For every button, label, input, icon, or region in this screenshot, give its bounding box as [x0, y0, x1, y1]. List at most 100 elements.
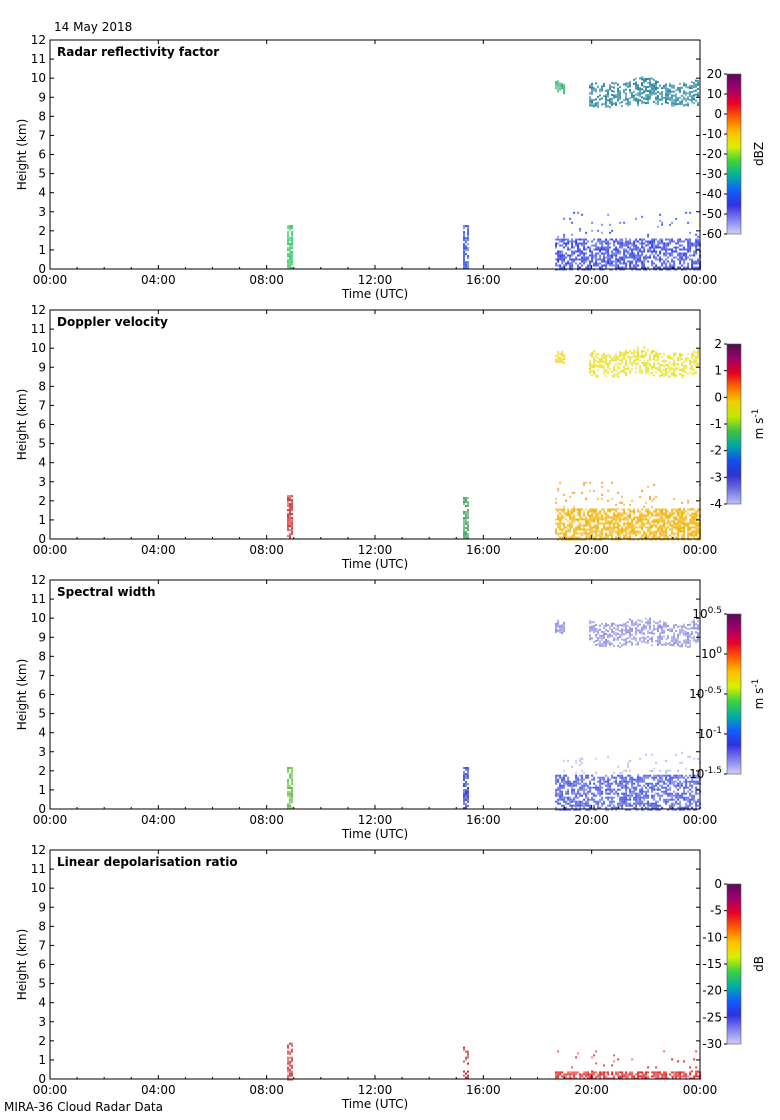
- y-tick-label: 12: [31, 303, 46, 317]
- y-axis-label: Height (km): [15, 119, 29, 190]
- x-tick-label: 12:00: [358, 273, 393, 287]
- x-tick-label: 08:00: [249, 1083, 284, 1097]
- echo-layer: [287, 1042, 702, 1081]
- echo-region: [555, 80, 566, 95]
- x-tick-label: 16:00: [466, 273, 501, 287]
- y-tick-label: 0: [38, 1072, 46, 1086]
- y-tick-label: 6: [38, 418, 46, 432]
- y-tick-label: 11: [31, 862, 46, 876]
- colorbar-tick-label: -10: [702, 930, 722, 944]
- panel-title: Linear depolarisation ratio: [57, 855, 238, 869]
- plot-frame: [49, 579, 701, 810]
- colorbar-tick-label: -20: [702, 147, 722, 161]
- x-tick-label: 12:00: [358, 1083, 393, 1097]
- x-tick-label: 20:00: [574, 273, 609, 287]
- y-tick-label: 10: [31, 341, 46, 355]
- colorbar-tick-label: -50: [702, 207, 722, 221]
- x-tick-label: 04:00: [141, 273, 176, 287]
- y-tick-label: 1: [38, 783, 46, 797]
- y-tick-label: 6: [38, 688, 46, 702]
- y-tick-label: 4: [38, 996, 46, 1010]
- y-tick-label: 9: [38, 90, 46, 104]
- echo-region: [563, 751, 702, 776]
- y-tick-label: 0: [38, 532, 46, 546]
- echo-layer: [287, 617, 702, 811]
- colorbar-label: dBZ: [752, 142, 766, 166]
- colorbar-tick-label: -4: [710, 497, 722, 511]
- date-label: 14 May 2018: [54, 20, 133, 34]
- y-tick-label: 3: [38, 1015, 46, 1029]
- colorbar-tick-label: 0: [714, 390, 722, 404]
- x-tick-label: 08:00: [249, 813, 284, 827]
- x-tick-label: 16:00: [466, 543, 501, 557]
- y-tick-label: 10: [31, 881, 46, 895]
- y-tick-label: 3: [38, 205, 46, 219]
- y-tick-label: 7: [38, 128, 46, 142]
- echo-region: [287, 495, 293, 540]
- echo-region: [287, 1042, 293, 1081]
- colorbar-tick-label: -3: [710, 470, 722, 484]
- colorbar-tick-label: -60: [702, 227, 722, 241]
- echo-region: [555, 774, 702, 811]
- x-tick-label: 04:00: [141, 1083, 176, 1097]
- x-tick-label: 12:00: [358, 813, 393, 827]
- echo-region: [287, 767, 293, 809]
- x-tick-label: 00:00: [683, 813, 718, 827]
- y-axis-label: Height (km): [15, 929, 29, 1000]
- colorbar-tick-label: 10-1: [698, 726, 722, 741]
- x-tick-label: 00:00: [683, 543, 718, 557]
- y-tick-label: 1: [38, 513, 46, 527]
- y-axis-label: Height (km): [15, 659, 29, 730]
- colorbar-tick-label: -30: [702, 1037, 722, 1051]
- y-tick-label: 5: [38, 437, 46, 451]
- y-tick-label: 3: [38, 745, 46, 759]
- x-tick-label: 08:00: [249, 273, 284, 287]
- x-tick-label: 12:00: [358, 543, 393, 557]
- echo-region: [555, 350, 566, 365]
- y-tick-label: 7: [38, 398, 46, 412]
- colorbar-tick-label: 10-0.5: [689, 686, 722, 701]
- x-tick-label: 04:00: [141, 813, 176, 827]
- plot-frame: [49, 39, 701, 270]
- echo-region: [463, 1046, 469, 1079]
- x-tick-label: 04:00: [141, 543, 176, 557]
- colorbar-tick-label: 2: [714, 337, 722, 351]
- colorbar-label: dB: [752, 956, 766, 972]
- y-tick-label: 12: [31, 33, 46, 47]
- x-tick-label: 16:00: [466, 1083, 501, 1097]
- colorbar-tick-label: -5: [710, 904, 722, 918]
- x-tick-label: 08:00: [249, 543, 284, 557]
- y-tick-label: 1: [38, 1053, 46, 1067]
- y-tick-label: 12: [31, 843, 46, 857]
- x-axis-label: Time (UTC): [341, 287, 408, 301]
- echo-region: [555, 481, 702, 510]
- y-tick-label: 5: [38, 707, 46, 721]
- colorbar-tick-label: 100: [701, 646, 722, 661]
- echo-region: [589, 346, 699, 379]
- colorbar: [726, 73, 742, 235]
- echo-region: [463, 225, 469, 270]
- colorbar-tick-label: -30: [702, 167, 722, 181]
- y-tick-label: 9: [38, 360, 46, 374]
- y-tick-label: 0: [38, 262, 46, 276]
- y-tick-label: 9: [38, 900, 46, 914]
- x-tick-label: 00:00: [33, 543, 68, 557]
- x-axis-label: Time (UTC): [341, 827, 408, 841]
- panel-title: Spectral width: [57, 585, 156, 599]
- echo-region: [589, 617, 699, 648]
- y-tick-label: 12: [31, 573, 46, 587]
- y-tick-label: 6: [38, 958, 46, 972]
- colorbar-tick-label: 0: [714, 107, 722, 121]
- y-tick-label: 7: [38, 938, 46, 952]
- colorbar-tick-label: -40: [702, 187, 722, 201]
- y-tick-label: 8: [38, 649, 46, 663]
- echo-region: [555, 508, 702, 541]
- colorbar: [726, 883, 742, 1045]
- y-tick-label: 2: [38, 494, 46, 508]
- echo-region: [555, 238, 702, 271]
- colorbar-tick-label: -10: [702, 127, 722, 141]
- colorbar-tick-label: -2: [710, 444, 722, 458]
